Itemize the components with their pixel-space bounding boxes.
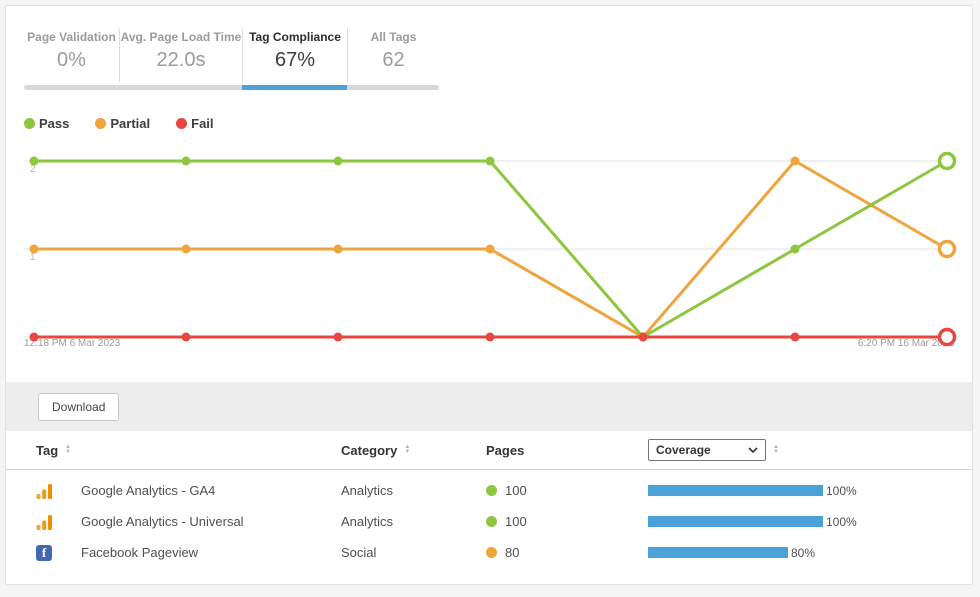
active-tab-indicator [242, 85, 347, 90]
coverage-percent: 100% [826, 514, 857, 529]
legend-label: Fail [191, 115, 214, 131]
pages-status-icon [486, 547, 497, 558]
coverage-bar [648, 485, 823, 496]
table-header: Tag ▲ ▼ Category ▲ ▼ Pages Coverage ▲ ▼ [6, 431, 972, 470]
coverage-bar [648, 547, 788, 558]
tab-value: 22.0s [156, 49, 206, 71]
sort-icon[interactable]: ▲ ▼ [65, 444, 72, 455]
svg-text:2: 2 [30, 164, 36, 175]
legend-dot-icon [24, 117, 35, 129]
tag-category: Analytics [341, 483, 394, 498]
sort-icon[interactable]: ▲ ▼ [773, 444, 779, 455]
coverage-percent: 80% [791, 545, 816, 560]
tag-name: Google Analytics - GA4 [81, 483, 216, 498]
tag-name: Facebook Pageview [81, 545, 199, 560]
tab-value: 67% [274, 49, 316, 71]
tab-page-validation[interactable]: Page Validation 0% [24, 28, 119, 82]
legend-label: Pass [39, 115, 70, 131]
line-chart-canvas: 1 2 12:18 PM 6 Mar 2023 6:20 PM 16 Mar 2023 [24, 151, 957, 349]
tab-value: 0% [57, 49, 86, 71]
column-header-tag: Tag ▲ ▼ [36, 443, 341, 458]
tab-label: All Tags [370, 30, 417, 44]
category-header-label: Category [341, 442, 398, 458]
tab-label: Page Validation [27, 30, 116, 44]
tab-label: Avg. Page Load Time [120, 30, 242, 44]
table-row[interactable]: Google Analytics - Universal Analytics 100… [6, 506, 972, 537]
pages-count: 100 [505, 514, 527, 529]
sort-icon[interactable]: ▲ ▼ [404, 444, 411, 455]
coverage-column-select[interactable]: Coverage [648, 439, 766, 461]
chevron-down-icon [748, 447, 758, 453]
pages-status-icon [486, 485, 497, 496]
tab-label: Tag Compliance [249, 30, 341, 44]
tab-value: 62 [382, 49, 405, 71]
google-analytics-icon [36, 483, 52, 499]
svg-text:12:18 PM 6 Mar 2023: 12:18 PM 6 Mar 2023 [24, 338, 121, 349]
column-header-pages: Pages [486, 443, 648, 458]
tab-progress-track [24, 85, 439, 90]
download-button[interactable]: Download [38, 392, 120, 421]
table-toolbar: Download [6, 382, 972, 431]
legend-label: Partial [110, 115, 151, 131]
legend-item-pass[interactable]: Pass [24, 116, 69, 131]
legend-item-partial[interactable]: Partial [95, 116, 150, 131]
pages-status-icon [486, 516, 497, 527]
facebook-icon: f [36, 544, 52, 561]
tag-header-label: Tag [36, 442, 59, 458]
tag-category: Analytics [341, 514, 394, 529]
legend-item-fail[interactable]: Fail [176, 115, 214, 131]
google-analytics-icon [36, 514, 52, 530]
pages-count: 100 [505, 483, 527, 498]
legend-dot-icon [95, 117, 107, 129]
chart-legend: Pass Partial Fail [24, 115, 972, 131]
coverage-percent: 100% [826, 483, 857, 498]
dashboard-card: Page Validation 0% Avg. Page Load Time 22.0… [5, 5, 973, 585]
legend-dot-icon [176, 117, 188, 129]
tab-all-tags[interactable]: All Tags 62 [347, 28, 439, 82]
tag-category: Social [341, 545, 377, 560]
tag-name: Google Analytics - Universal [81, 514, 244, 529]
pages-header-label: Pages [486, 442, 525, 458]
table-row[interactable]: Google Analytics - GA4 Analytics 100 100% [6, 475, 972, 506]
table-row[interactable]: f Facebook Pageview Social 80 80% [6, 537, 972, 568]
pages-count: 80 [505, 545, 520, 560]
tag-compliance-chart: 1 2 12:18 PM 6 Mar 2023 6:20 PM 16 Mar 2023 [6, 138, 972, 376]
column-header-coverage: Coverage ▲ ▼ [648, 439, 972, 461]
coverage-bar [648, 516, 823, 527]
tab-avg-page-load-time[interactable]: Avg. Page Load Time 22.0s [119, 28, 242, 82]
svg-text:6:20 PM 16 Mar 2023: 6:20 PM 16 Mar 2023 [858, 338, 955, 349]
column-header-category: Category ▲ ▼ [341, 443, 486, 458]
tab-tag-compliance[interactable]: Tag Compliance 67% [242, 28, 347, 82]
tag-table-body: Google Analytics - GA4 Analytics 100 100% Go… [6, 470, 972, 568]
metric-tabs: Page Validation 0% Avg. Page Load Time 22.0… [24, 28, 439, 82]
svg-text:1: 1 [30, 252, 36, 263]
coverage-select-value: Coverage [656, 443, 711, 457]
